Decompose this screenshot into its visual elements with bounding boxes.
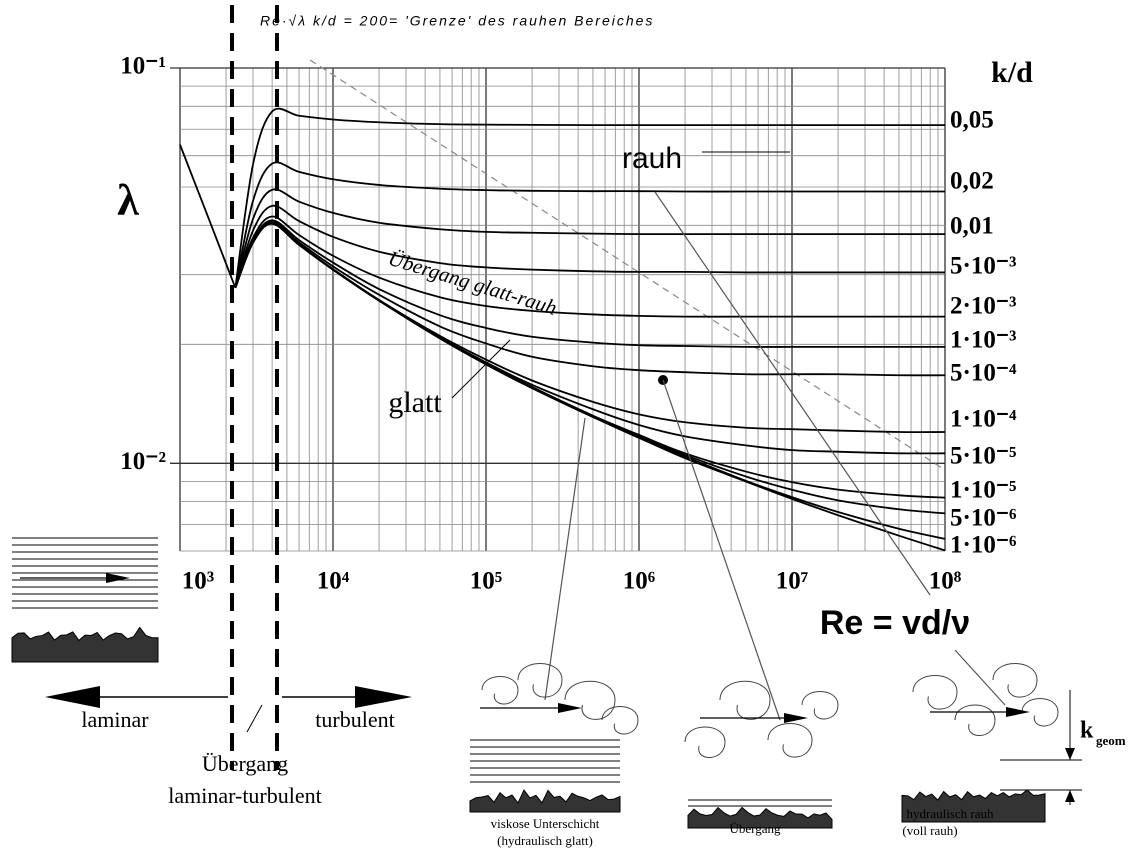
x-axis-label: Re = vd/ν — [820, 604, 970, 642]
turbulent-label: turbulent — [315, 707, 394, 732]
eddy — [482, 677, 518, 704]
flow-arrow-head — [784, 713, 808, 723]
eddy — [685, 727, 725, 758]
legend-label: 1·10⁻⁵ — [950, 477, 1017, 504]
series-line — [235, 217, 945, 317]
caption: (hydraulisch glatt) — [497, 833, 593, 848]
series-line — [180, 145, 235, 288]
legend-label: 0,02 — [950, 168, 994, 195]
dim-head — [1065, 790, 1075, 802]
series-line — [235, 222, 945, 375]
caption: hydraulisch rauh — [906, 806, 994, 821]
grid — [170, 68, 945, 551]
caption: viskose Unterschicht — [491, 816, 600, 831]
x-tick-label: 10⁸ — [929, 568, 962, 595]
eddy — [913, 676, 957, 710]
x-tick-label: 10⁵ — [470, 568, 503, 595]
legend-label: 5·10⁻³ — [950, 253, 1017, 280]
eddy — [602, 707, 638, 734]
legend-label: 0,01 — [950, 213, 994, 240]
rough-wall — [470, 790, 620, 812]
x-tick-label: 10⁶ — [623, 568, 656, 595]
series-line — [235, 224, 945, 498]
transition-title: Übergang — [202, 751, 288, 776]
k-label: k — [1080, 718, 1094, 744]
y-axis-label: λ — [117, 176, 139, 225]
flow-arrow-head — [106, 573, 130, 583]
transition-subtitle: laminar-turbulent — [168, 783, 322, 808]
k-subscript: geom — [1096, 733, 1126, 748]
rough-label: rauh — [622, 142, 682, 175]
x-tick-label: 10⁷ — [776, 568, 809, 595]
flow-arrow-head — [558, 703, 582, 713]
legend-label: 5·10⁻⁴ — [950, 360, 1017, 387]
curves — [180, 109, 945, 551]
eddy — [768, 724, 812, 758]
moody-chart: Re·√λ k/d = 200= 'Grenze' des rauhen Ber… — [0, 0, 1146, 852]
x-tick-label: 10³ — [182, 568, 215, 595]
series-line — [235, 224, 945, 454]
y-tick-label: 10⁻¹ — [120, 53, 166, 80]
eddy — [565, 681, 615, 719]
laminar-label: laminar — [81, 707, 149, 732]
legend-title: k/d — [991, 56, 1033, 89]
series-label: glatt — [388, 386, 442, 419]
legend-label: 5·10⁻⁵ — [950, 443, 1017, 470]
flow-arrow-head — [1006, 707, 1030, 717]
dim-head — [1065, 748, 1075, 760]
legend-label: 1·10⁻⁴ — [950, 406, 1017, 433]
eddy — [518, 664, 562, 698]
legend-label: 1·10⁻³ — [950, 327, 1017, 354]
legend-label: 1·10⁻⁶ — [950, 532, 1017, 559]
legend-label: 2·10⁻³ — [950, 293, 1017, 320]
x-tick-label: 10⁴ — [317, 568, 350, 595]
rough-wall — [12, 627, 158, 662]
eddy — [955, 705, 995, 736]
y-tick-label: 10⁻² — [120, 448, 166, 475]
eddy — [802, 692, 838, 719]
eddy — [720, 681, 770, 719]
caption: Übergang — [729, 821, 781, 836]
legend-label: 0,05 — [950, 107, 994, 134]
chart-title: Re·√λ k/d = 200= 'Grenze' des rauhen Ber… — [260, 13, 654, 29]
legend-label: 5·10⁻⁶ — [950, 505, 1017, 532]
transition-label: Übergang glatt-rauh — [386, 246, 560, 320]
caption: (voll rauh) — [902, 823, 957, 838]
eddy — [993, 664, 1037, 698]
